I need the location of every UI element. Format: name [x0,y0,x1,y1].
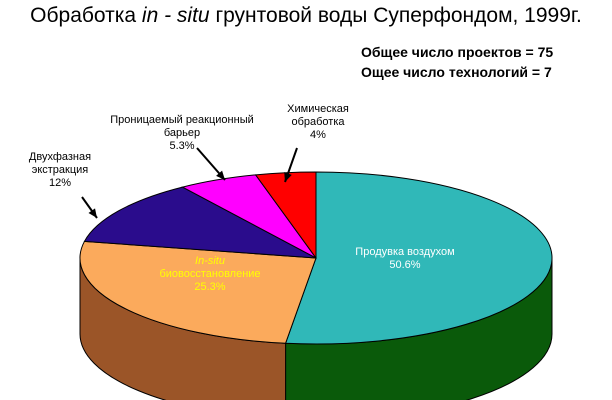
slice-label-two-phase-extraction: Двухфазная экстракция 12% [29,151,91,189]
leader-permeable-barrier-head [216,170,225,180]
slice-label-bioremediation: In-situ биовосстановление 25.3% [159,255,260,293]
pie-slice-0 [284,171,553,345]
slice-label-air-sparging: Продувка воздухом 50.6% [355,246,454,271]
leader-chemical-treatment-head [284,172,292,182]
chart-title-part-1: Обработка [30,4,142,27]
leader-two-phase-extraction-head [88,208,97,218]
pie-slice-2 [83,186,317,259]
slice-label-permeable-barrier: Проницаемый реакционный барьер 5.3% [110,114,254,152]
stats-projects-count: Общее число проектов = 75 [361,44,554,60]
chart-stats: Общее число проектов = 75 Ощее число тех… [361,42,553,82]
stats-technologies-count: Ощее число технологий = 7 [361,64,552,80]
slice-label-chemical-treatment: Химическая обработка 4% [287,103,349,141]
chart-title-part-2: грунтовой воды Суперфондом, 1999г. [209,4,582,27]
chart-title-italic: in - situ [141,4,210,27]
pie-slice-1 [79,240,317,344]
chart-title: Обработка in - situ грунтовой воды Супер… [0,4,612,28]
